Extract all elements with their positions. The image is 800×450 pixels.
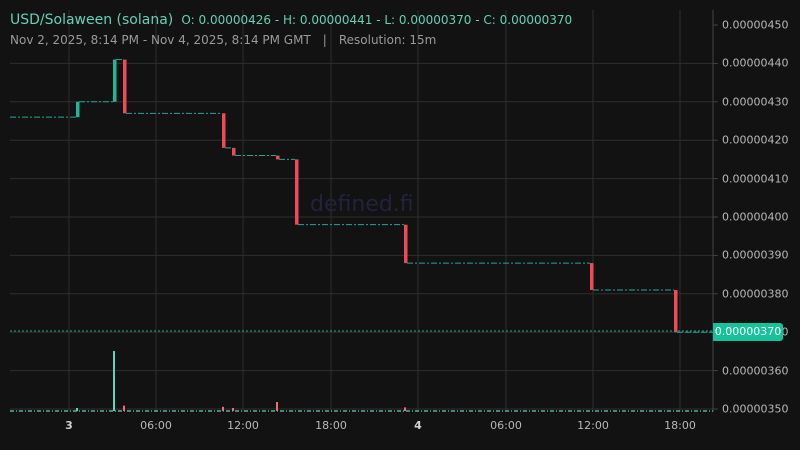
x-tick-label: 12:00 [577,419,609,432]
current-price-tag: 0.00000370 [713,323,783,341]
pair-title: USD/Solaween (solana) [10,12,174,28]
x-tick-label: 18:00 [664,419,696,432]
x-tick-label: 06:00 [140,419,172,432]
ohlc-values: O: 0.00000426 - H: 0.00000441 - L: 0.000… [181,13,573,27]
y-tick-label: 0.00000420 [722,133,789,147]
chart-grid [10,10,718,412]
resolution[interactable]: Resolution: 15m [338,33,437,47]
x-tick-label: 12:00 [227,419,259,432]
x-tick-label: 4 [414,419,422,432]
chart-subtitle: Nov 2, 2025, 8:14 PM - Nov 4, 2025, 8:14… [10,33,436,47]
volume-bars [10,351,713,412]
y-tick-label: 0.00000430 [722,95,789,109]
y-tick-label: 0.00000450 [722,18,789,32]
x-tick-label: 18:00 [315,419,347,432]
x-tick-label: 3 [65,419,73,432]
y-tick-label: 0.00000390 [722,248,789,262]
y-tick-label: 0.00000360 [722,364,789,378]
y-tick-label: 0.00000440 [722,56,789,70]
y-tick-label: 0.00000350 [722,402,789,416]
chart-legend: USD/Solaween (solana) O: 0.00000426 - H:… [10,12,572,28]
price-series [10,59,713,333]
date-range: Nov 2, 2025, 8:14 PM - Nov 4, 2025, 8:14… [10,33,311,47]
y-tick-label: 0.00000400 [722,210,789,224]
watermark: defined.fi [310,192,414,217]
y-tick-label: 0.00000410 [722,172,789,186]
separator: | [322,33,327,47]
x-tick-label: 06:00 [490,419,522,432]
y-tick-label: 0.00000380 [722,287,789,301]
